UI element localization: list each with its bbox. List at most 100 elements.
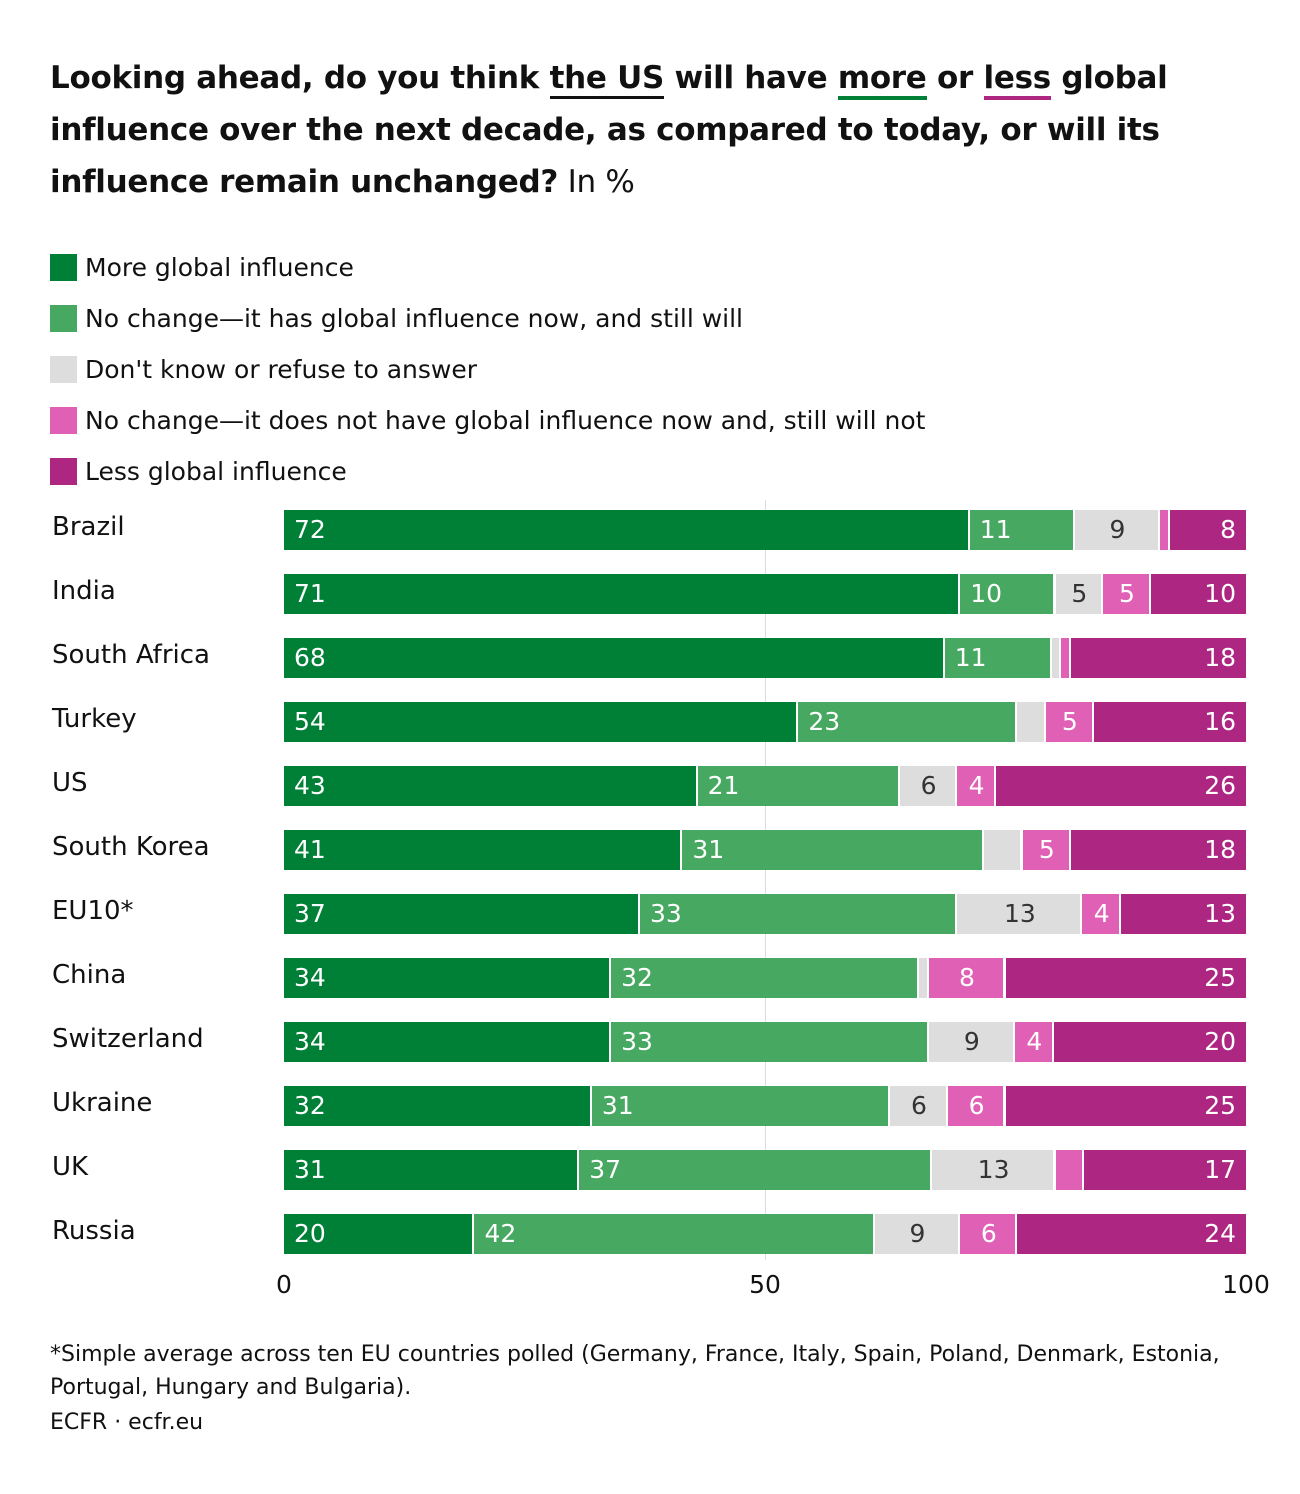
bar-segment	[944, 638, 1052, 678]
data-label: 4	[968, 771, 985, 800]
bar-segment	[798, 702, 1018, 742]
bar-segment	[995, 766, 1246, 806]
legend-label: More global influence	[85, 253, 354, 282]
bar-segment	[1055, 1150, 1085, 1190]
legend-swatch	[50, 356, 77, 383]
data-label: 18	[1204, 835, 1236, 864]
bar-segment	[284, 574, 961, 614]
legend-swatch	[50, 458, 77, 485]
bar-segment	[1055, 574, 1104, 614]
bar-segment	[969, 510, 1075, 550]
category-label: Switzerland	[52, 1024, 204, 1054]
data-label: 6	[910, 1091, 927, 1120]
category-label: Turkey	[52, 704, 137, 734]
bar-segment	[1082, 894, 1121, 934]
legend-label: Less global influence	[85, 457, 347, 486]
bar-segment	[611, 1022, 929, 1062]
category-label: Brazil	[52, 512, 125, 542]
bar-segment	[1071, 638, 1246, 678]
data-label: 18	[1204, 643, 1236, 672]
data-label: 25	[1204, 1091, 1236, 1120]
bar-segment	[899, 766, 958, 806]
bar-segment	[1071, 830, 1246, 870]
title-text: will have	[663, 60, 838, 96]
data-label: 68	[294, 643, 326, 672]
data-label: 34	[294, 1027, 326, 1056]
legend-label: No change—it does not have global influe…	[85, 406, 926, 435]
bar-segment	[1150, 574, 1246, 614]
data-label: 26	[1204, 771, 1236, 800]
data-label: 20	[1204, 1027, 1236, 1056]
category-label: South Korea	[52, 832, 210, 862]
bar-segment	[284, 1022, 612, 1062]
data-label: 32	[621, 963, 653, 992]
bar-segment	[957, 894, 1083, 934]
legend-swatch	[50, 254, 77, 281]
title-us: the US	[549, 60, 664, 99]
legend-item: No change—it does not have global influe…	[50, 395, 925, 446]
x-tick-label: 100	[1222, 1270, 1270, 1299]
title-unit: In %	[558, 164, 635, 200]
data-label: 17	[1204, 1155, 1236, 1184]
chart-title: Looking ahead, do you think the US will …	[50, 52, 1250, 208]
data-label: 8	[959, 963, 975, 992]
data-label: 42	[484, 1219, 517, 1248]
bar-segment	[1120, 894, 1246, 934]
category-label: India	[52, 576, 116, 606]
bar-segment	[1061, 638, 1072, 678]
data-label: 11	[979, 515, 1012, 544]
title-text: or	[926, 60, 984, 96]
data-label: 43	[294, 771, 326, 800]
data-label: 13	[1004, 899, 1036, 928]
bar-segment	[284, 638, 945, 678]
data-label: 32	[294, 1091, 326, 1120]
legend-item: Don't know or refuse to answer	[50, 344, 925, 395]
data-label: 11	[954, 643, 987, 672]
data-label: 5	[1118, 579, 1135, 608]
footnote: *Simple average across ten EU countries …	[50, 1342, 1220, 1400]
bar-segment	[1093, 702, 1246, 742]
bar-segment	[1015, 1022, 1054, 1062]
bar-segment	[284, 510, 970, 550]
title-text: global influence over the next decade, a…	[50, 60, 1168, 200]
bar-segment	[1053, 1022, 1246, 1062]
bar-segment	[284, 958, 612, 998]
legend-item: More global influence	[50, 242, 925, 293]
data-label: 71	[294, 579, 326, 608]
data-label: 10	[1204, 579, 1236, 608]
legend-swatch	[50, 305, 77, 332]
bar-segment	[579, 1150, 932, 1190]
data-label: 5	[1071, 579, 1088, 608]
data-label: 34	[294, 963, 326, 992]
bar-segment	[697, 766, 900, 806]
bar-segment	[983, 830, 1023, 870]
data-label: 10	[970, 579, 1003, 608]
data-label: 13	[1204, 899, 1236, 928]
bar-segment	[1017, 702, 1046, 742]
bar-segment	[591, 1086, 891, 1126]
source: ECFR · ecfr.eu	[50, 1410, 204, 1435]
bar-segment	[960, 1214, 1018, 1254]
bar-segment	[890, 1086, 948, 1126]
title-text: Looking ahead, do you think	[50, 60, 550, 96]
data-label: 23	[808, 707, 841, 736]
legend-label: Don't know or refuse to answer	[85, 355, 477, 384]
category-label: EU10*	[52, 896, 134, 926]
bar-segment	[918, 958, 929, 998]
data-label: 9	[1109, 515, 1126, 544]
bar-segment	[284, 1086, 592, 1126]
data-label: 33	[649, 899, 682, 928]
data-label: 16	[1204, 707, 1236, 736]
data-label: 31	[601, 1091, 634, 1120]
category-label: UK	[52, 1152, 89, 1182]
data-label: 6	[968, 1091, 985, 1120]
bar-segment	[1022, 830, 1072, 870]
bar-segment	[1103, 574, 1151, 614]
bar-segment	[928, 1022, 1016, 1062]
data-label: 6	[980, 1219, 997, 1248]
data-label: 37	[589, 1155, 622, 1184]
bar-segment	[1051, 638, 1062, 678]
bar-segment	[1169, 510, 1246, 550]
data-label: 9	[909, 1219, 926, 1248]
